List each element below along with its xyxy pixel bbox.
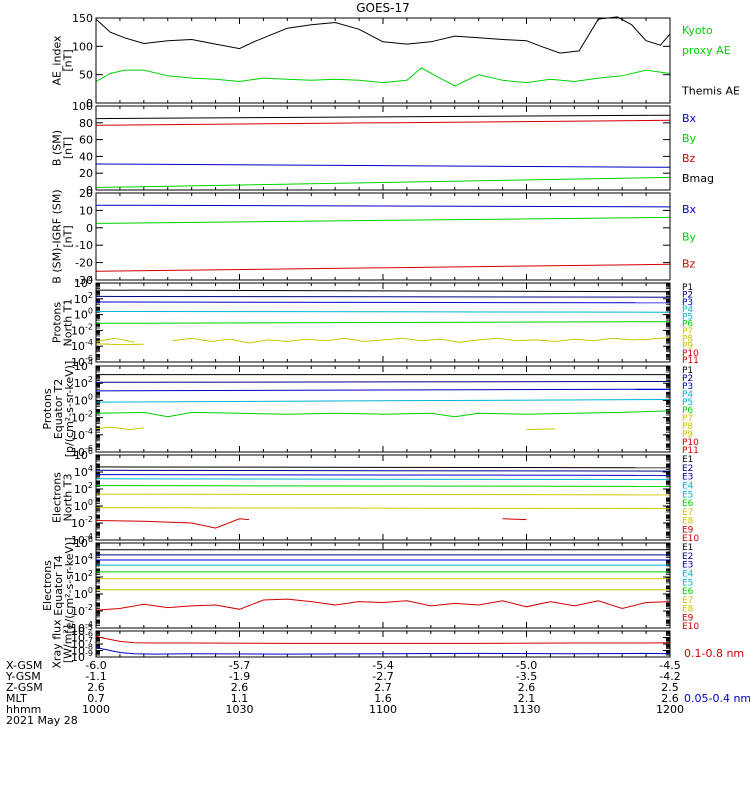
legend-entry: Bx <box>682 203 697 216</box>
y-tick-label: 80 <box>79 117 93 130</box>
legend-entry: Bx <box>682 112 697 125</box>
legend-entry: proxy AE <box>682 44 731 57</box>
legend-entry: By <box>682 230 697 243</box>
figure-title: GOES-17 <box>356 1 410 15</box>
footer-value: 1000 <box>82 703 110 716</box>
legend-entry: 0.05-0.4 nm <box>684 692 750 705</box>
legend-entry: E10 <box>682 622 699 632</box>
y-tick-label: -10 <box>75 239 93 252</box>
y-axis-label: [nT] <box>62 137 75 159</box>
footer-value: 1130 <box>513 703 541 716</box>
y-tick-label: 10 <box>79 204 93 217</box>
y-tick-label: 60 <box>79 134 93 147</box>
y-tick-label: 20 <box>79 167 93 180</box>
legend-entry: Kyoto <box>682 24 713 37</box>
y-axis-label: [p/(cm²-s-sr-keV)] <box>63 361 76 458</box>
y-tick-label: 100 <box>72 40 93 53</box>
footer-value: 1200 <box>656 703 684 716</box>
footer-date: 2021 May 28 <box>6 714 78 727</box>
y-axis-label: [nT] <box>62 49 75 71</box>
legend-entry: P11 <box>682 356 699 366</box>
legend-entry: Bz <box>682 258 696 271</box>
y-axis-label: North T3 <box>62 474 75 522</box>
y-tick-label: 100 <box>72 100 93 113</box>
legend-entry: By <box>682 132 697 145</box>
legend-entry: Themis AE <box>681 85 740 98</box>
y-tick-label: 0 <box>86 222 93 235</box>
y-axis-label: [nT] <box>62 225 75 247</box>
y-axis-label: [W/m²] <box>62 625 75 663</box>
footer-value: 1100 <box>369 703 397 716</box>
y-tick-label: -20 <box>75 257 93 270</box>
legend-entry: Bz <box>682 152 696 165</box>
legend-entry: 0.1-0.8 nm <box>684 647 744 660</box>
y-tick-label: 40 <box>79 150 93 163</box>
footer-value: 1030 <box>226 703 254 716</box>
y-tick-label: 50 <box>79 69 93 82</box>
y-axis-label: North T1 <box>62 299 75 347</box>
y-tick-label: 150 <box>72 12 93 25</box>
legend-entry: Bmag <box>682 172 714 185</box>
y-axis-label: [e/(cm²-s-sr-keV)] <box>63 537 76 633</box>
y-tick-label: 20 <box>79 187 93 200</box>
